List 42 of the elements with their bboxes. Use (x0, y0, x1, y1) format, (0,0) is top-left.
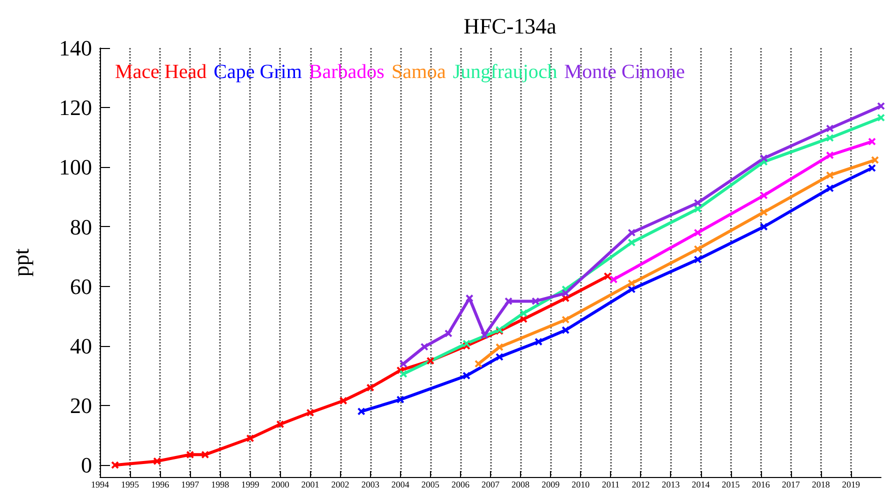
y-tick-label: 140 (59, 36, 92, 60)
y-tick-label: 40 (70, 333, 92, 358)
x-tick-label: 1999 (241, 480, 260, 490)
x-tick-label: 2004 (391, 480, 410, 490)
x-tick-label: 1995 (121, 480, 140, 490)
y-tick-label: 20 (70, 393, 92, 418)
x-tick-label: 1998 (211, 480, 230, 490)
x-tick-label: 2009 (542, 480, 560, 490)
y-tick-label: 80 (70, 214, 92, 240)
text: Cape Grim (214, 61, 302, 83)
x-tick-label: 2008 (512, 480, 530, 490)
x-tick-label: 1996 (151, 480, 170, 490)
x-tick-label: 2017 (782, 480, 800, 490)
x-tick-label: 2018 (812, 480, 830, 490)
y-tick-label: 120 (59, 95, 92, 120)
text: Jungfraujoch (452, 61, 558, 83)
x-tick-label: 1994 (91, 480, 110, 490)
text: Barbados (308, 61, 385, 83)
y-axis-title: ppt (8, 248, 34, 277)
text: Mace Head (115, 61, 207, 83)
text: Samoa (391, 61, 446, 83)
x-tick-label: 2013 (662, 480, 680, 490)
x-tick-label: 2012 (632, 480, 650, 490)
x-tick-label: 2011 (602, 480, 620, 490)
x-tick-label: 2010 (572, 480, 590, 490)
x-tick-label: 2002 (331, 480, 350, 490)
x-tick-label: 1997 (181, 480, 200, 490)
y-tick-label: 0 (81, 452, 92, 478)
x-tick-label: 2001 (301, 480, 320, 490)
x-tick-label: 2000 (271, 480, 290, 490)
chart-title: HFC-134a (464, 14, 557, 38)
text: Monte Cimone (564, 61, 685, 83)
x-tick-label: 2015 (722, 480, 740, 490)
x-tick-label: 2014 (692, 480, 710, 490)
x-tick-label: 2019 (842, 480, 860, 490)
x-tick-label: 2016 (752, 480, 770, 490)
x-tick-label: 2003 (361, 480, 380, 490)
x-tick-label: 2006 (451, 480, 470, 490)
x-tick-label: 2007 (482, 480, 500, 490)
x-tick-label: 2005 (421, 480, 440, 490)
y-tick-label: 100 (59, 154, 92, 180)
y-tick-label: 60 (70, 274, 92, 299)
